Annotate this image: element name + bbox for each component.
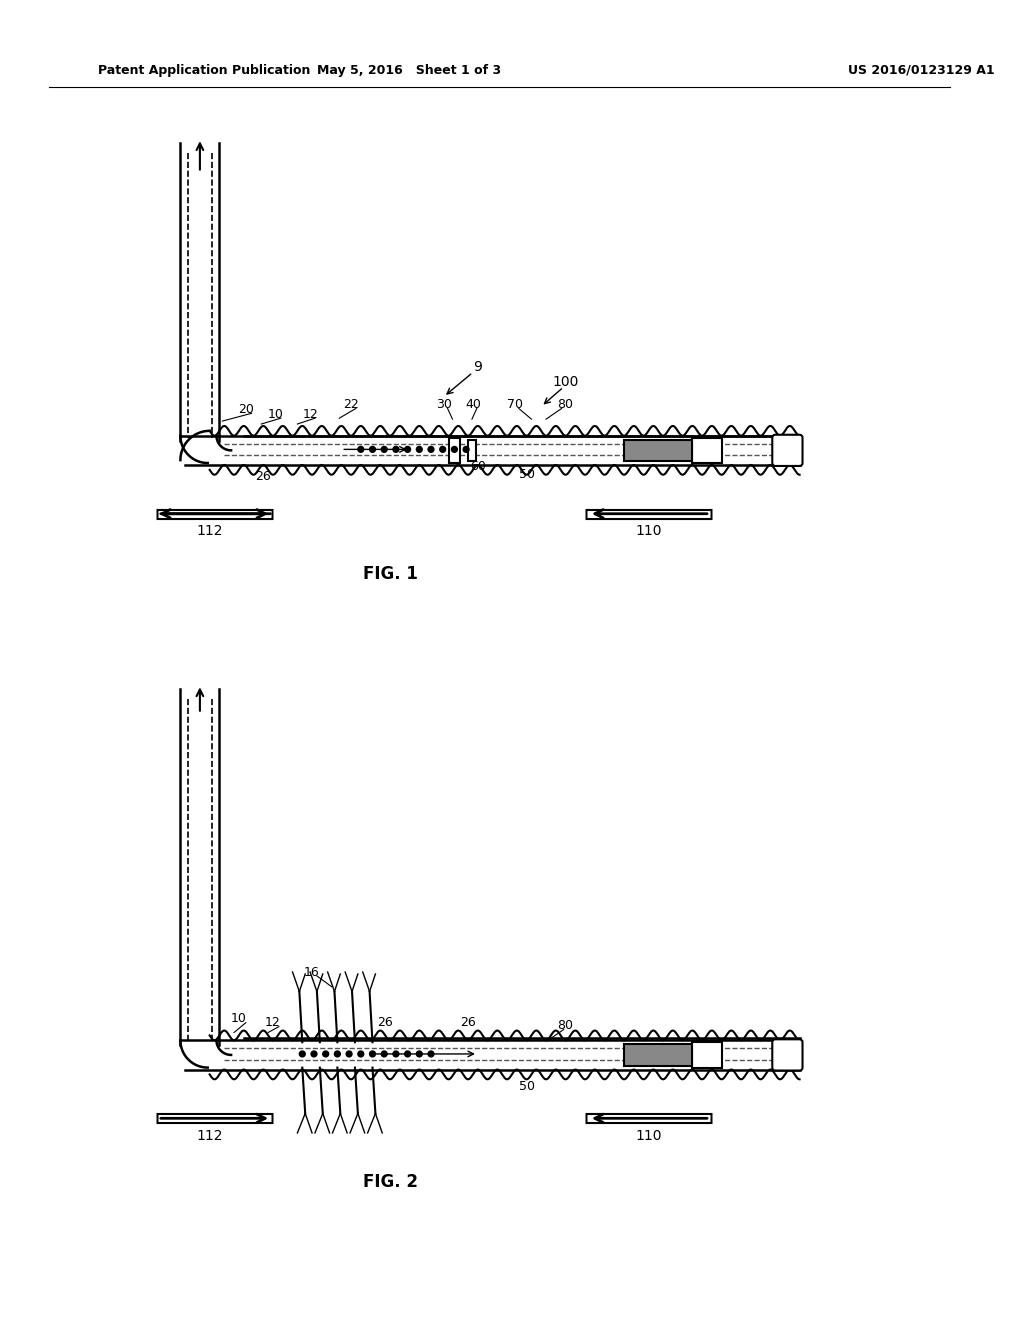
- Text: US 2016/0123129 A1: US 2016/0123129 A1: [848, 63, 995, 77]
- Bar: [692, 1043, 722, 1068]
- Text: 30: 30: [436, 399, 452, 411]
- Text: 112: 112: [197, 1129, 223, 1143]
- Text: 20: 20: [238, 403, 254, 416]
- Circle shape: [370, 1051, 376, 1057]
- Text: 22: 22: [343, 399, 359, 411]
- Circle shape: [323, 1051, 329, 1057]
- Text: 12: 12: [302, 408, 318, 421]
- Circle shape: [452, 446, 458, 453]
- Circle shape: [463, 446, 469, 453]
- FancyBboxPatch shape: [772, 434, 803, 466]
- Circle shape: [370, 446, 376, 453]
- Text: 9: 9: [473, 360, 482, 375]
- Text: 80: 80: [557, 1019, 573, 1032]
- Text: FIG. 1: FIG. 1: [362, 565, 418, 583]
- Circle shape: [417, 1051, 422, 1057]
- Circle shape: [404, 1051, 411, 1057]
- Circle shape: [428, 446, 434, 453]
- Text: 50: 50: [518, 469, 535, 482]
- Circle shape: [299, 1051, 305, 1057]
- Circle shape: [381, 446, 387, 453]
- Circle shape: [357, 446, 364, 453]
- Circle shape: [439, 446, 445, 453]
- Text: 70: 70: [507, 399, 523, 411]
- Bar: [624, 1044, 692, 1065]
- Text: 40: 40: [465, 399, 481, 411]
- Text: May 5, 2016   Sheet 1 of 3: May 5, 2016 Sheet 1 of 3: [317, 63, 502, 77]
- Bar: [468, 440, 476, 461]
- Circle shape: [311, 1051, 316, 1057]
- Text: 26: 26: [255, 470, 271, 483]
- Text: 50: 50: [518, 1080, 535, 1093]
- Text: 26: 26: [377, 1016, 393, 1030]
- Circle shape: [357, 1051, 364, 1057]
- Text: 100: 100: [552, 375, 579, 389]
- Text: 12: 12: [265, 1016, 281, 1030]
- Bar: [449, 438, 460, 463]
- Bar: [624, 440, 692, 461]
- Circle shape: [393, 1051, 398, 1057]
- Text: 110: 110: [635, 524, 662, 539]
- Text: FIG. 2: FIG. 2: [362, 1172, 418, 1191]
- Text: 60: 60: [470, 461, 485, 474]
- Circle shape: [393, 446, 398, 453]
- Text: 80: 80: [557, 399, 573, 411]
- Text: 112: 112: [197, 524, 223, 539]
- FancyBboxPatch shape: [772, 1039, 803, 1071]
- Text: 10: 10: [268, 408, 284, 421]
- Text: 10: 10: [231, 1012, 247, 1026]
- Text: 26: 26: [460, 1016, 476, 1030]
- Bar: [692, 438, 722, 463]
- Circle shape: [335, 1051, 340, 1057]
- Text: 110: 110: [635, 1129, 662, 1143]
- Text: 16: 16: [304, 965, 319, 978]
- Circle shape: [404, 446, 411, 453]
- Circle shape: [417, 446, 422, 453]
- Text: Patent Application Publication: Patent Application Publication: [97, 63, 310, 77]
- Circle shape: [428, 1051, 434, 1057]
- Circle shape: [381, 1051, 387, 1057]
- Circle shape: [346, 1051, 352, 1057]
